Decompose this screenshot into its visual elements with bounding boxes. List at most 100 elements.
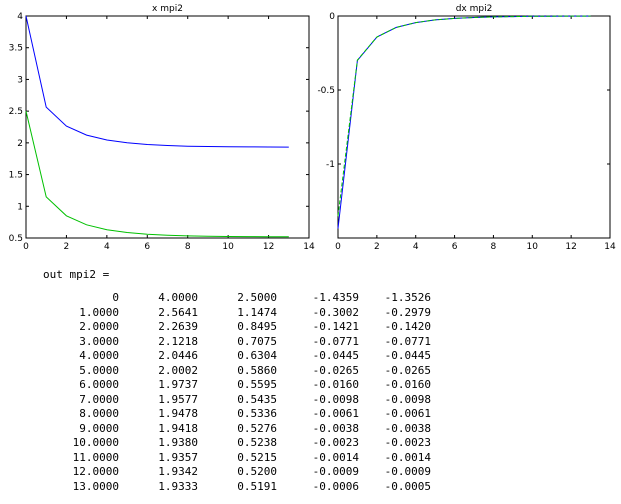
table-cell: -0.0038 <box>312 421 359 435</box>
table-cell: 13.0000 <box>72 479 119 493</box>
table-cell: 0.5200 <box>237 465 277 478</box>
table-cell: 0.5435 <box>237 392 277 406</box>
table-cell: -0.3002 <box>312 305 359 319</box>
x-tick-label: 6 <box>144 242 150 252</box>
series-line-2 <box>25 110 289 238</box>
x-tick-label: 14 <box>604 242 616 252</box>
table-cell: 1.9478 <box>158 407 198 420</box>
table-cell: 4.0000 <box>158 291 198 304</box>
table-cell: 1.9418 <box>158 421 198 435</box>
chart-title: dx mpi2 <box>456 4 493 14</box>
y-tick-label: 4 <box>17 12 23 22</box>
table-cell: 5.0000 <box>79 363 119 377</box>
table-cell: -1.3526 <box>384 291 431 304</box>
x-plot: x mpi2 0 2 4 6 8 10 12 14 0.5 1 1.5 2 2.5 3 3.5 4 <box>9 4 315 252</box>
table-cell: 0.8495 <box>237 320 277 333</box>
table-cell: -0.1421 <box>312 320 359 333</box>
x-tick-label: 10 <box>222 242 234 252</box>
table-cell: 0.7075 <box>237 334 277 348</box>
plot-frame <box>25 15 310 239</box>
table-cell: -0.0061 <box>312 407 359 420</box>
table-cell: 0 <box>112 291 119 304</box>
chart-title: x mpi2 <box>152 4 183 14</box>
y-tick-label: 1.5 <box>9 171 23 181</box>
table-cell: 1.1474 <box>237 305 277 319</box>
table-cell: -0.0009 <box>312 465 359 478</box>
table-cell: -0.0023 <box>312 436 359 449</box>
table-cell: 1.9380 <box>158 436 198 449</box>
table-cell: 9.0000 <box>79 421 119 435</box>
table-cell: -0.0160 <box>384 378 431 391</box>
table-cell: 0.5860 <box>237 363 277 377</box>
table-cell: 0.6304 <box>237 349 277 362</box>
table-cell: 2.0446 <box>158 349 198 362</box>
table-cell: 8.0000 <box>79 407 119 420</box>
y-tick-label: 2 <box>17 139 23 149</box>
table-cell: 12.0000 <box>72 465 119 478</box>
table-cell: -0.0006 <box>312 479 359 493</box>
table-cell: 2.0002 <box>158 363 198 377</box>
table-cell: -0.0014 <box>384 450 431 464</box>
table-cell: 0.5595 <box>237 378 277 391</box>
table-cell: -0.0160 <box>312 378 359 391</box>
table-cell: -1.4359 <box>312 291 359 304</box>
table-cell: -0.1420 <box>384 320 431 333</box>
table-cell: 2.0000 <box>79 320 119 333</box>
y-tick-label: 3 <box>17 75 23 85</box>
table-cell: 0.5191 <box>237 479 277 493</box>
table-cell: -0.0445 <box>384 349 431 362</box>
y-tick-label: 0 <box>329 12 335 22</box>
table-cell: -0.0009 <box>384 465 431 478</box>
table-cell: -0.0771 <box>384 334 431 348</box>
table-cell: -0.2979 <box>384 305 431 319</box>
y-tick-label: -0.5 <box>317 86 335 96</box>
x-tick-label: 8 <box>185 242 191 252</box>
x-tick-label: 6 <box>452 242 458 252</box>
dx-plot: dx mpi2 0 2 4 6 8 10 12 14 0 -0.5 -1 <box>317 4 616 252</box>
table-cell: 1.9333 <box>158 479 198 493</box>
plots-canvas: x mpi2 0 2 4 6 8 10 12 14 0.5 1 1.5 2 2.5 3 3.5 4 dx mpi2… <box>9 4 616 252</box>
table-cell: 4.0000 <box>79 349 119 362</box>
y-tick-label: -1 <box>326 160 335 170</box>
series-line-2 <box>337 15 591 217</box>
table-cell: 0.5336 <box>237 407 277 420</box>
x-tick-label: 10 <box>527 242 539 252</box>
series-line-1 <box>25 15 289 148</box>
table-cell: -0.0023 <box>384 436 431 449</box>
output-label: out mpi2 = <box>43 268 110 281</box>
table-cell: 2.5641 <box>158 305 198 319</box>
plot-frame <box>337 15 611 239</box>
x-tick-label: 4 <box>413 242 419 252</box>
x-tick-label: 8 <box>491 242 497 252</box>
table-cell: -0.0038 <box>384 421 431 435</box>
table-cell: 10.0000 <box>72 436 119 449</box>
y-tick-label: 3.5 <box>9 44 23 54</box>
table-cell: 1.0000 <box>79 305 119 319</box>
x-tick-label: 2 <box>374 242 380 252</box>
x-tick-label: 14 <box>303 242 315 252</box>
table-cell: -0.0445 <box>312 349 359 362</box>
table-cell: 0.5215 <box>237 450 277 464</box>
table-cell: 0.5276 <box>237 421 277 435</box>
y-tick-label: 0.5 <box>9 234 23 244</box>
table-cell: -0.0265 <box>312 363 359 377</box>
y-tick-label: 1 <box>17 202 23 212</box>
table-cell: 2.2639 <box>158 320 198 333</box>
table-cell: 2.1218 <box>158 334 198 348</box>
table-cell: 1.9737 <box>158 378 198 391</box>
x-tick-label: 0 <box>23 242 29 252</box>
table-cell: 1.9577 <box>158 392 198 406</box>
table-cell: 3.0000 <box>79 334 119 348</box>
table-cell: 7.0000 <box>79 392 119 406</box>
x-tick-label: 12 <box>263 242 274 252</box>
table-cell: -0.0771 <box>312 334 359 348</box>
y-tick-label: 2.5 <box>9 107 23 117</box>
x-tick-label: 2 <box>64 242 70 252</box>
table-cell: -0.0014 <box>312 450 359 464</box>
table-cell: -0.0265 <box>384 363 431 377</box>
table-cell: -0.0005 <box>384 479 431 493</box>
table-cell: 1.9357 <box>158 450 198 464</box>
table-cell: 11.0000 <box>72 450 119 464</box>
x-tick-label: 12 <box>565 242 576 252</box>
table-cell: -0.0098 <box>384 392 431 406</box>
